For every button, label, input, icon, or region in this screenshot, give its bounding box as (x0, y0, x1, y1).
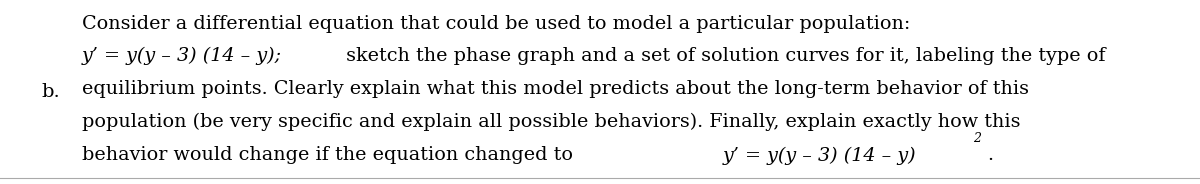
Text: .: . (988, 146, 994, 164)
Text: y’ = y(y – 3) (14 – y): y’ = y(y – 3) (14 – y) (724, 146, 917, 165)
Text: behavior would change if the equation changed to: behavior would change if the equation ch… (82, 146, 578, 164)
Text: sketch the phase graph and a set of solution curves for it, labeling the type of: sketch the phase graph and a set of solu… (340, 47, 1105, 65)
Text: Consider a differential equation that could be used to model a particular popula: Consider a differential equation that co… (82, 15, 910, 33)
Text: equilibrium points. Clearly explain what this model predicts about the long-term: equilibrium points. Clearly explain what… (82, 80, 1028, 98)
Text: population (be very specific and explain all possible behaviors). Finally, expla: population (be very specific and explain… (82, 113, 1020, 132)
Text: y’ = y(y – 3) (14 – y);: y’ = y(y – 3) (14 – y); (82, 47, 282, 65)
Text: 2: 2 (973, 132, 980, 145)
Text: b.: b. (41, 83, 60, 101)
